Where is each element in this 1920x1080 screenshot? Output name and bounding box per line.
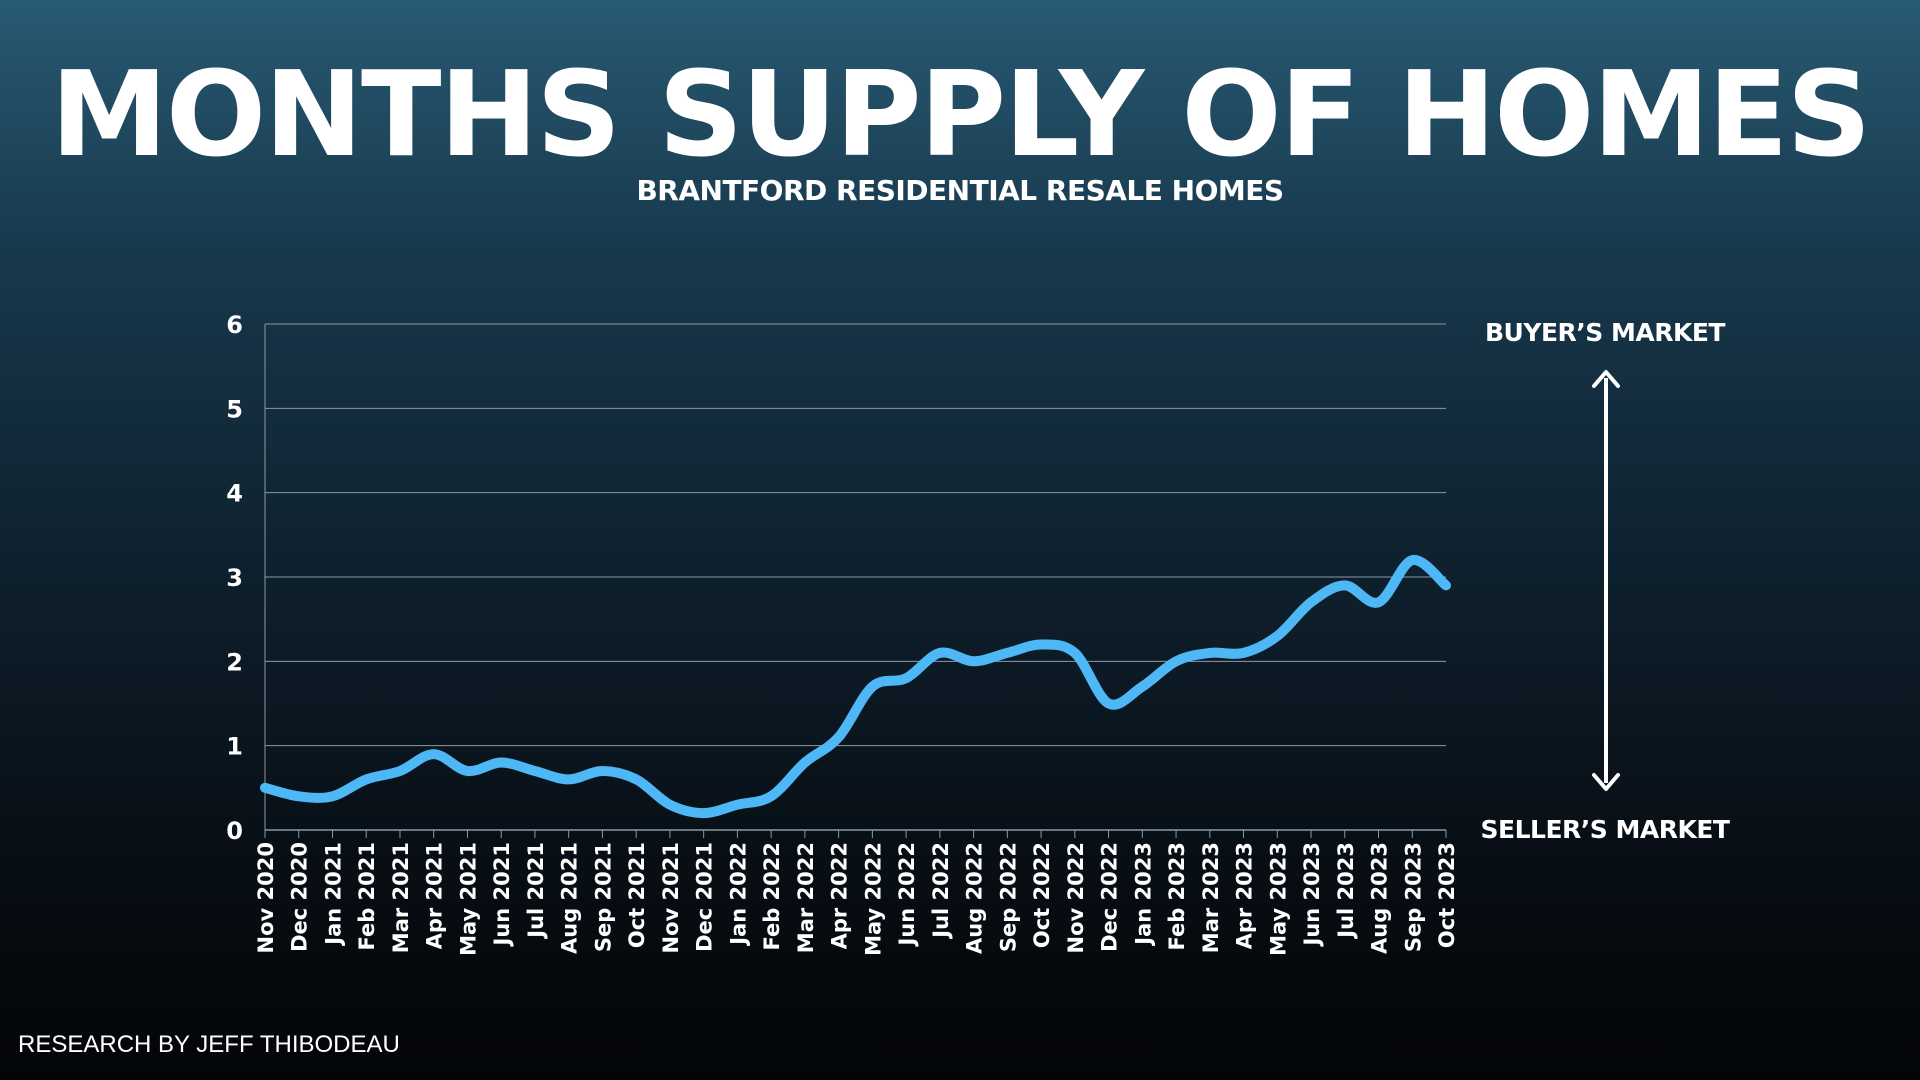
x-tick-label: Nov 2021 [659,842,683,953]
chart-title: MONTHS SUPPLY OF HOMES [50,45,1872,183]
x-tick-label: Apr 2023 [1233,842,1257,949]
y-axis-ticks: 0 1 2 3 4 5 6 [226,311,243,845]
x-tick-label: Jul 2023 [1334,842,1358,940]
x-tick-label: Apr 2022 [828,842,852,949]
x-tick-label: Aug 2023 [1368,842,1392,954]
x-tick-label: Sep 2023 [1401,842,1425,952]
y-tick-label: 5 [226,395,243,423]
x-tick-label: Oct 2023 [1435,842,1459,948]
x-tick-label: Dec 2022 [1098,842,1122,952]
series-line-0 [260,555,1451,819]
x-tick-label: Oct 2022 [1030,842,1054,948]
x-tick-label: Dec 2021 [693,842,717,952]
x-tick-label: Mar 2022 [794,842,818,953]
x-tick-label: Oct 2021 [625,842,649,948]
x-tick-label: May 2022 [861,842,885,956]
x-tick-label: Nov 2020 [254,842,278,953]
buyers-market-label: BUYER’S MARKET [1485,318,1725,347]
x-tick-label: Mar 2021 [389,842,413,953]
gridlines [264,323,1446,831]
x-tick-label: Dec 2020 [288,842,312,952]
x-tick-label: Jun 2021 [490,842,514,947]
x-tick-label: Feb 2023 [1165,842,1189,951]
y-tick-label: 3 [226,564,243,592]
x-tick-label: Apr 2021 [423,842,447,949]
x-tick-label: Aug 2022 [963,842,987,954]
x-tick-label: Jul 2022 [929,842,953,940]
research-credit: RESEARCH BY JEFF THIBODEAU [18,1031,400,1058]
y-tick-label: 6 [226,311,243,339]
y-tick-label: 0 [226,817,243,845]
x-tick-label: May 2021 [456,842,480,956]
x-tick-label: Feb 2022 [760,842,784,951]
x-tick-label: Nov 2022 [1064,842,1088,953]
series-layer [260,555,1451,819]
chart-subtitle: BRANTFORD RESIDENTIAL RESALE HOMES [636,174,1284,207]
arrow-up-icon [1592,370,1620,388]
x-tick-label: May 2023 [1266,842,1290,956]
sellers-market-label: SELLER’S MARKET [1480,815,1730,844]
x-tick-label: Jan 2022 [726,842,750,947]
y-tick-label: 1 [226,733,243,761]
y-tick-label: 2 [226,648,243,676]
x-tick-label: Aug 2021 [558,842,582,954]
x-tick-label: Jan 2021 [321,842,345,947]
y-tick-label: 4 [226,480,243,508]
market-arrow [1592,370,1620,791]
x-tick-label: Feb 2021 [355,842,379,951]
x-tick-label: Jun 2023 [1300,842,1324,947]
arrow-down-icon [1592,773,1620,791]
x-tick-label: Jul 2021 [524,842,548,940]
x-tick-label: Sep 2021 [591,842,615,952]
x-tick-label: Jan 2023 [1131,842,1155,947]
x-tick-label: Jun 2022 [895,842,919,947]
x-axis-ticks: Nov 2020 Dec 2020 Jan 2021 Feb 2021 Mar 2021… [254,830,1459,956]
x-tick-label: Sep 2022 [996,842,1020,952]
x-tick-label: Mar 2023 [1199,842,1223,953]
